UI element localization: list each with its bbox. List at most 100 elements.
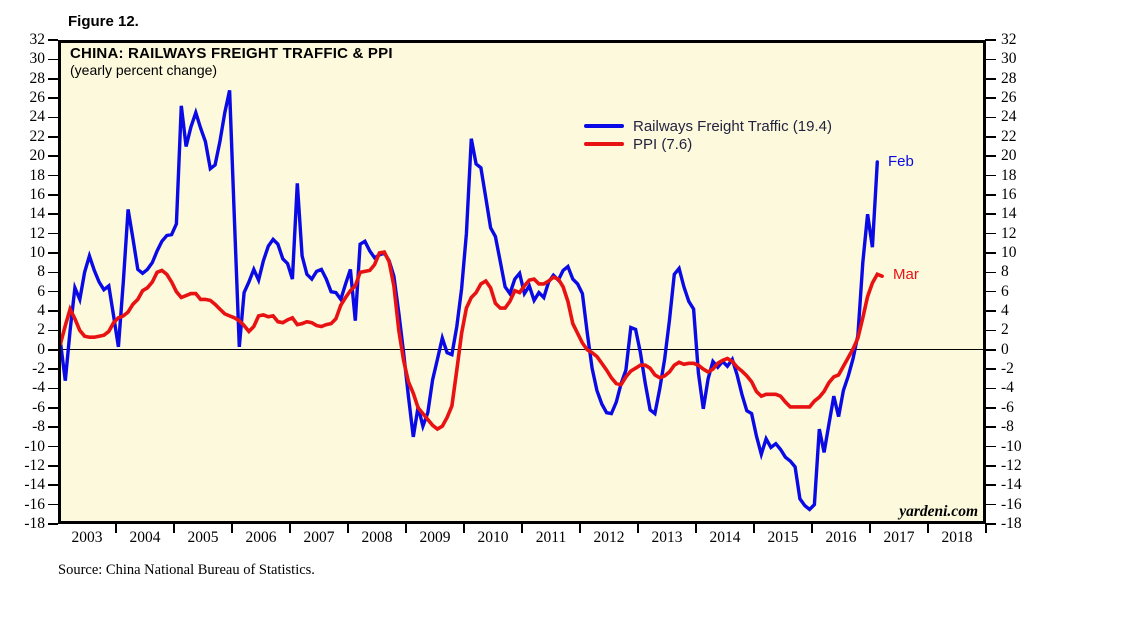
x-axis-year-label: 2018: [941, 528, 973, 546]
y-axis-label-left: -6: [32, 398, 45, 416]
x-axis-tick: [521, 524, 523, 533]
x-axis-year-label: 2007: [303, 528, 335, 546]
y-axis-label-right: 30: [1001, 50, 1017, 68]
ppi-legend-label: PPI (7.6): [633, 135, 693, 153]
y-axis-tick-left: [47, 348, 58, 351]
y-axis-tick-left: [47, 116, 58, 119]
x-axis-tick: [927, 524, 929, 533]
y-axis-label-right: 2: [1001, 321, 1009, 339]
y-axis-tick-right: [985, 387, 996, 390]
y-axis-tick-right: [985, 213, 996, 216]
x-axis-year-label: 2010: [477, 528, 509, 546]
y-axis-label-left: -16: [24, 495, 45, 513]
y-axis-tick-right: [985, 523, 996, 525]
x-axis-tick: [753, 524, 755, 533]
y-axis-label-right: 4: [1001, 302, 1009, 320]
y-axis-label-right: -4: [1001, 379, 1014, 397]
y-axis-label-right: -12: [1001, 456, 1022, 474]
y-axis-label-left: -18: [24, 515, 45, 532]
y-axis-tick-right: [985, 407, 996, 409]
y-axis-tick-left: [47, 232, 58, 235]
y-axis-tick-left: [47, 290, 58, 293]
y-axis-label-left: 2: [37, 321, 45, 339]
y-axis-label-right: 6: [1001, 282, 1009, 300]
x-axis-tick: [637, 524, 639, 533]
y-axis-tick-right: [985, 290, 996, 293]
y-axis-tick-left: [47, 58, 58, 61]
y-axis-tick-left: [47, 368, 58, 370]
x-axis-tick: [405, 524, 407, 533]
y-axis-label-right: -18: [1001, 515, 1022, 532]
x-axis-tick: [115, 524, 117, 533]
y-axis-label-left: 0: [37, 340, 45, 358]
y-axis-label-right: 26: [1001, 89, 1017, 107]
y-axis-tick-right: [985, 77, 996, 80]
legend-item-ppi: PPI (7.6): [584, 135, 832, 153]
y-axis-tick-right: [985, 116, 996, 119]
x-axis-year-label: 2014: [709, 528, 741, 546]
y-axis-label-right: 20: [1001, 147, 1017, 165]
y-axis-label-left: 32: [29, 31, 46, 48]
y-axis-tick-left: [47, 252, 58, 254]
y-axis-label-right: -2: [1001, 360, 1014, 378]
mar-annotation: Mar: [893, 266, 919, 283]
y-axis-label-left: 10: [29, 243, 46, 261]
chart-subtitle: (yearly percent change): [70, 62, 218, 78]
x-axis-tick: [463, 524, 465, 533]
x-axis-year-label: 2008: [361, 528, 393, 546]
y-axis-tick-right: [985, 503, 996, 506]
y-axis-label-right: 0: [1001, 340, 1009, 358]
y-axis-label-right: -14: [1001, 476, 1022, 494]
y-axis-label-left: -8: [32, 418, 45, 436]
y-axis-label-right: 10: [1001, 243, 1017, 261]
y-axis-tick-right: [985, 465, 996, 467]
y-axis-label-left: 12: [29, 224, 46, 242]
y-axis-label-right: 16: [1001, 185, 1017, 203]
x-axis-tick: [695, 524, 697, 533]
y-axis-tick-right: [985, 445, 996, 448]
x-axis-tick: [173, 524, 175, 533]
y-axis-tick-left: [47, 484, 58, 487]
railways-freight-line: [58, 89, 879, 512]
y-axis-label-left: 6: [37, 282, 45, 300]
y-axis-tick-left: [47, 136, 58, 138]
y-axis-tick-left: [47, 194, 58, 196]
y-axis-tick-right: [985, 271, 996, 274]
y-axis-tick-left: [47, 174, 58, 177]
y-axis-label-right: 24: [1001, 108, 1017, 126]
ppi-line: [58, 249, 884, 432]
y-axis-label-right: 28: [1001, 69, 1017, 87]
x-axis-tick: [869, 524, 871, 533]
y-axis-tick-right: [985, 310, 996, 312]
line-chart: [58, 89, 884, 512]
y-axis-label-right: 12: [1001, 224, 1017, 242]
watermark: yardeni.com: [899, 503, 978, 520]
zero-line: [61, 349, 983, 351]
y-axis-tick-right: [985, 194, 996, 196]
y-axis-label-left: 8: [37, 263, 45, 281]
y-axis-label-right: -10: [1001, 437, 1022, 455]
y-axis-tick-left: [47, 213, 58, 216]
y-axis-label-left: 24: [29, 108, 46, 126]
y-axis-tick-left: [47, 77, 58, 80]
y-axis-tick-right: [985, 252, 996, 254]
railways-legend-label: Railways Freight Traffic (19.4): [633, 117, 832, 135]
x-axis-year-label: 2004: [129, 528, 161, 546]
y-axis-tick-left: [47, 310, 58, 312]
y-axis-label-left: -10: [24, 437, 45, 455]
y-axis-tick-right: [985, 174, 996, 177]
y-axis-tick-left: [47, 39, 58, 41]
x-axis-tick: [985, 524, 987, 533]
x-axis-tick: [579, 524, 581, 533]
y-axis-tick-left: [47, 426, 58, 428]
y-axis-label-right: -8: [1001, 418, 1014, 436]
y-axis-tick-right: [985, 484, 996, 487]
legend-item-railways: Railways Freight Traffic (19.4): [584, 117, 832, 135]
chart-title: CHINA: RAILWAYS FREIGHT TRAFFIC & PPI: [70, 45, 393, 62]
x-axis-year-label: 2012: [593, 528, 625, 546]
x-axis-tick: [811, 524, 813, 533]
feb-annotation: Feb: [888, 153, 914, 170]
legend: Railways Freight Traffic (19.4) PPI (7.6…: [584, 117, 832, 153]
y-axis-label-left: 26: [29, 89, 46, 107]
